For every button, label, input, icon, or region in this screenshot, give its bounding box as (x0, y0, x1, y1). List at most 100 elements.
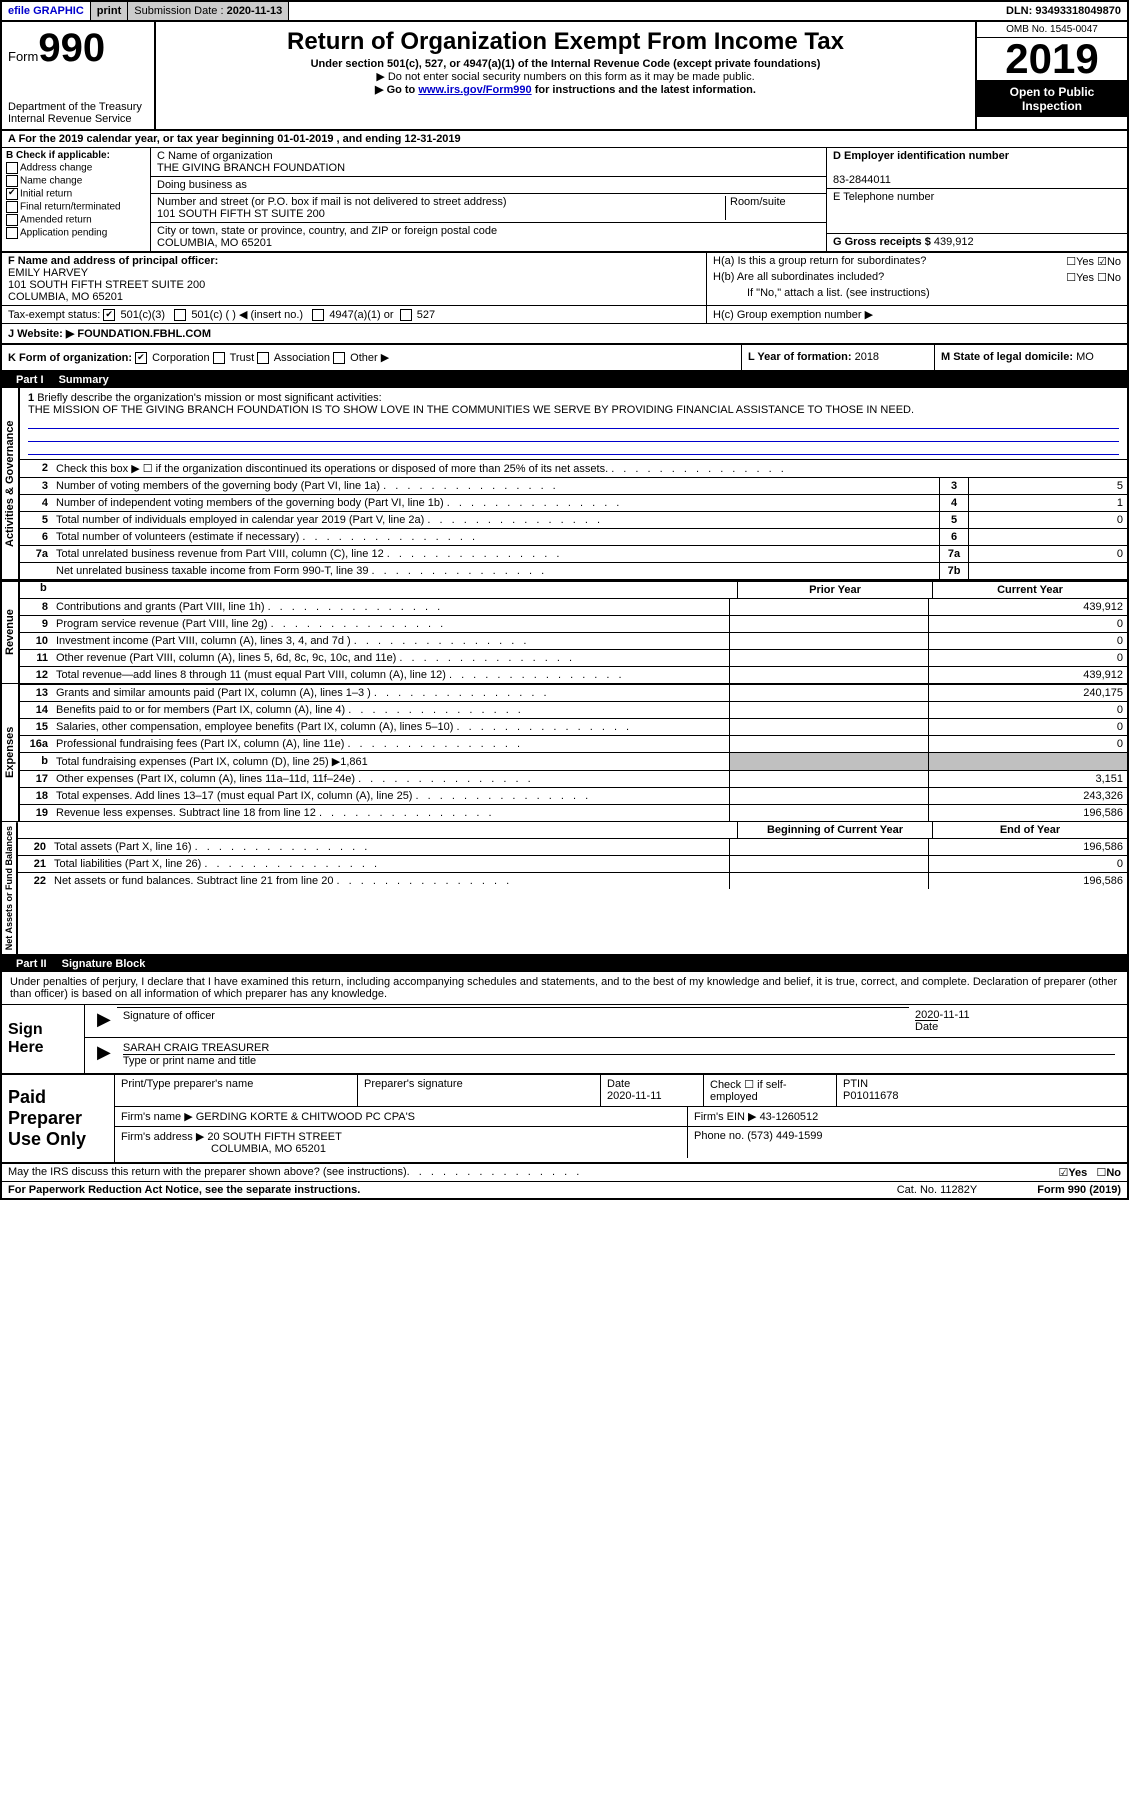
prep-h5: PTIN (843, 1078, 868, 1090)
line-text: Grants and similar amounts paid (Part IX… (52, 685, 729, 701)
line-num: 14 (20, 702, 52, 718)
current-year-value: 0 (928, 856, 1127, 872)
officer-row: F Name and address of principal officer:… (2, 253, 1127, 306)
summary-line: 6 Total number of volunteers (estimate i… (20, 528, 1127, 545)
col-end-year: End of Year (932, 822, 1127, 838)
current-year-value: 0 (928, 616, 1127, 632)
period-pre: A For the 2019 calendar year, or tax yea… (8, 133, 277, 145)
box-b-item: Address change (6, 162, 146, 174)
firm-ein-label: Firm's EIN ▶ (694, 1111, 757, 1123)
summary-line: 16a Professional fundraising fees (Part … (20, 735, 1127, 752)
line-text: Other expenses (Part IX, column (A), lin… (52, 771, 729, 787)
prep-h2: Preparer's signature (358, 1075, 601, 1106)
print-button[interactable]: print (91, 2, 128, 20)
current-year-value: 0 (928, 633, 1127, 649)
line-box: 7a (939, 546, 968, 562)
line-num: 9 (20, 616, 52, 632)
line-num: 6 (20, 529, 52, 545)
period-begin: 01-01-2019 (277, 133, 333, 145)
summary-line: 12 Total revenue—add lines 8 through 11 … (20, 666, 1127, 683)
current-year-value: 196,586 (928, 839, 1127, 855)
period-mid: , and ending (337, 133, 405, 145)
org-name: THE GIVING BRANCH FOUNDATION (157, 162, 345, 174)
line-text: Total fundraising expenses (Part IX, col… (52, 753, 729, 770)
rule (28, 442, 1119, 455)
box-b-label: B Check if applicable: (6, 150, 110, 161)
phone-value: (573) 449-1599 (747, 1130, 822, 1142)
discuss-row: May the IRS discuss this return with the… (2, 1164, 1127, 1182)
part2-num: Part II (10, 958, 53, 970)
k-o4: Other ▶ (350, 352, 389, 364)
box-e-label: E Telephone number (827, 189, 1127, 234)
officer-addr2: COLUMBIA, MO 65201 (8, 291, 123, 303)
dln-label: DLN: (1006, 5, 1035, 17)
submission-date-label: Submission Date : (134, 5, 226, 17)
goto-link[interactable]: www.irs.gov/Form990 (418, 84, 531, 96)
col-prior-year: Prior Year (737, 582, 932, 598)
box-d-label: D Employer identification number (833, 150, 1009, 162)
summary-line: 21 Total liabilities (Part X, line 26) 0 (18, 855, 1127, 872)
box-b-item-label: Amended return (20, 215, 92, 226)
line-box: 6 (939, 529, 968, 545)
summary-line: 7a Total unrelated business revenue from… (20, 545, 1127, 562)
current-year-value: 439,912 (928, 599, 1127, 615)
vlabel-expenses: Expenses (2, 684, 20, 821)
line-text: Total number of volunteers (estimate if … (52, 529, 939, 545)
line-value (968, 563, 1127, 579)
box-f: F Name and address of principal officer:… (2, 253, 706, 305)
summary-line: 14 Benefits paid to or for members (Part… (20, 701, 1127, 718)
k-row: K Form of organization: Corporation Trus… (2, 345, 1127, 372)
vlabel-netassets: Net Assets or Fund Balances (2, 822, 18, 954)
line-value: 0 (968, 512, 1127, 528)
box-f-label: F Name and address of principal officer: (8, 255, 218, 267)
form-number-block: Form990 Department of the Treasury Inter… (2, 22, 156, 129)
governance-block: Activities & Governance 1 Briefly descri… (2, 388, 1127, 580)
submission-date-value: 2020-11-13 (227, 5, 283, 17)
arrow-icon: ▶ (91, 1007, 117, 1035)
checkbox (6, 162, 18, 174)
goto-pre: ▶ Go to (375, 84, 418, 96)
mission-text: THE MISSION OF THE GIVING BRANCH FOUNDAT… (28, 404, 914, 416)
form-subtitle: Under section 501(c), 527, or 4947(a)(1)… (164, 58, 967, 70)
box-k-label: K Form of organization: (8, 352, 132, 364)
line-num: 12 (20, 667, 52, 683)
line-num: 13 (20, 685, 52, 701)
current-year-value: 0 (928, 736, 1127, 752)
line-box: 4 (939, 495, 968, 511)
form-title: Return of Organization Exempt From Incom… (164, 28, 967, 56)
current-year-value: 0 (928, 719, 1127, 735)
line-value: 1 (968, 495, 1127, 511)
tax-year: 2019 (977, 38, 1127, 81)
ha-no: No (1107, 256, 1121, 268)
irs: Internal Revenue Service (8, 113, 148, 125)
summary-line: 3 Number of voting members of the govern… (20, 477, 1127, 494)
hb-no: No (1107, 272, 1121, 284)
summary-line: 11 Other revenue (Part VIII, column (A),… (20, 649, 1127, 666)
box-b-item-label: Address change (20, 163, 92, 174)
line-text: Total unrelated business revenue from Pa… (52, 546, 939, 562)
prior-year-value (729, 873, 928, 889)
mission-num: 1 (28, 392, 34, 404)
efile-link[interactable]: efile GRAPHIC (2, 2, 91, 20)
state-domicile: MO (1076, 351, 1094, 363)
line-text: Total number of individuals employed in … (52, 512, 939, 528)
cb-assoc (257, 352, 269, 364)
period-row: A For the 2019 calendar year, or tax yea… (2, 131, 1127, 148)
h-a: H(a) Is this a group return for subordin… (713, 255, 926, 267)
summary-line: 10 Investment income (Part VIII, column … (20, 632, 1127, 649)
firm-addr1: 20 SOUTH FIFTH STREET (207, 1131, 341, 1143)
checkbox (6, 214, 18, 226)
phone-label: Phone no. (694, 1130, 744, 1142)
prior-year-value (729, 805, 928, 821)
summary-line: 20 Total assets (Part X, line 16) 196,58… (18, 838, 1127, 855)
addr-label: Number and street (or P.O. box if mail i… (157, 196, 507, 208)
cb-other (333, 352, 345, 364)
current-year-value: 243,326 (928, 788, 1127, 804)
cb-501c3 (103, 309, 115, 321)
form-header: Form990 Department of the Treasury Inter… (2, 22, 1127, 131)
omb-year-block: OMB No. 1545-0047 2019 Open to Public In… (975, 22, 1127, 129)
box-g-label: G Gross receipts $ (833, 236, 931, 248)
current-year-value: 3,151 (928, 771, 1127, 787)
signature-officer-label: Signature of officer (117, 1007, 909, 1035)
prior-year-value (729, 788, 928, 804)
